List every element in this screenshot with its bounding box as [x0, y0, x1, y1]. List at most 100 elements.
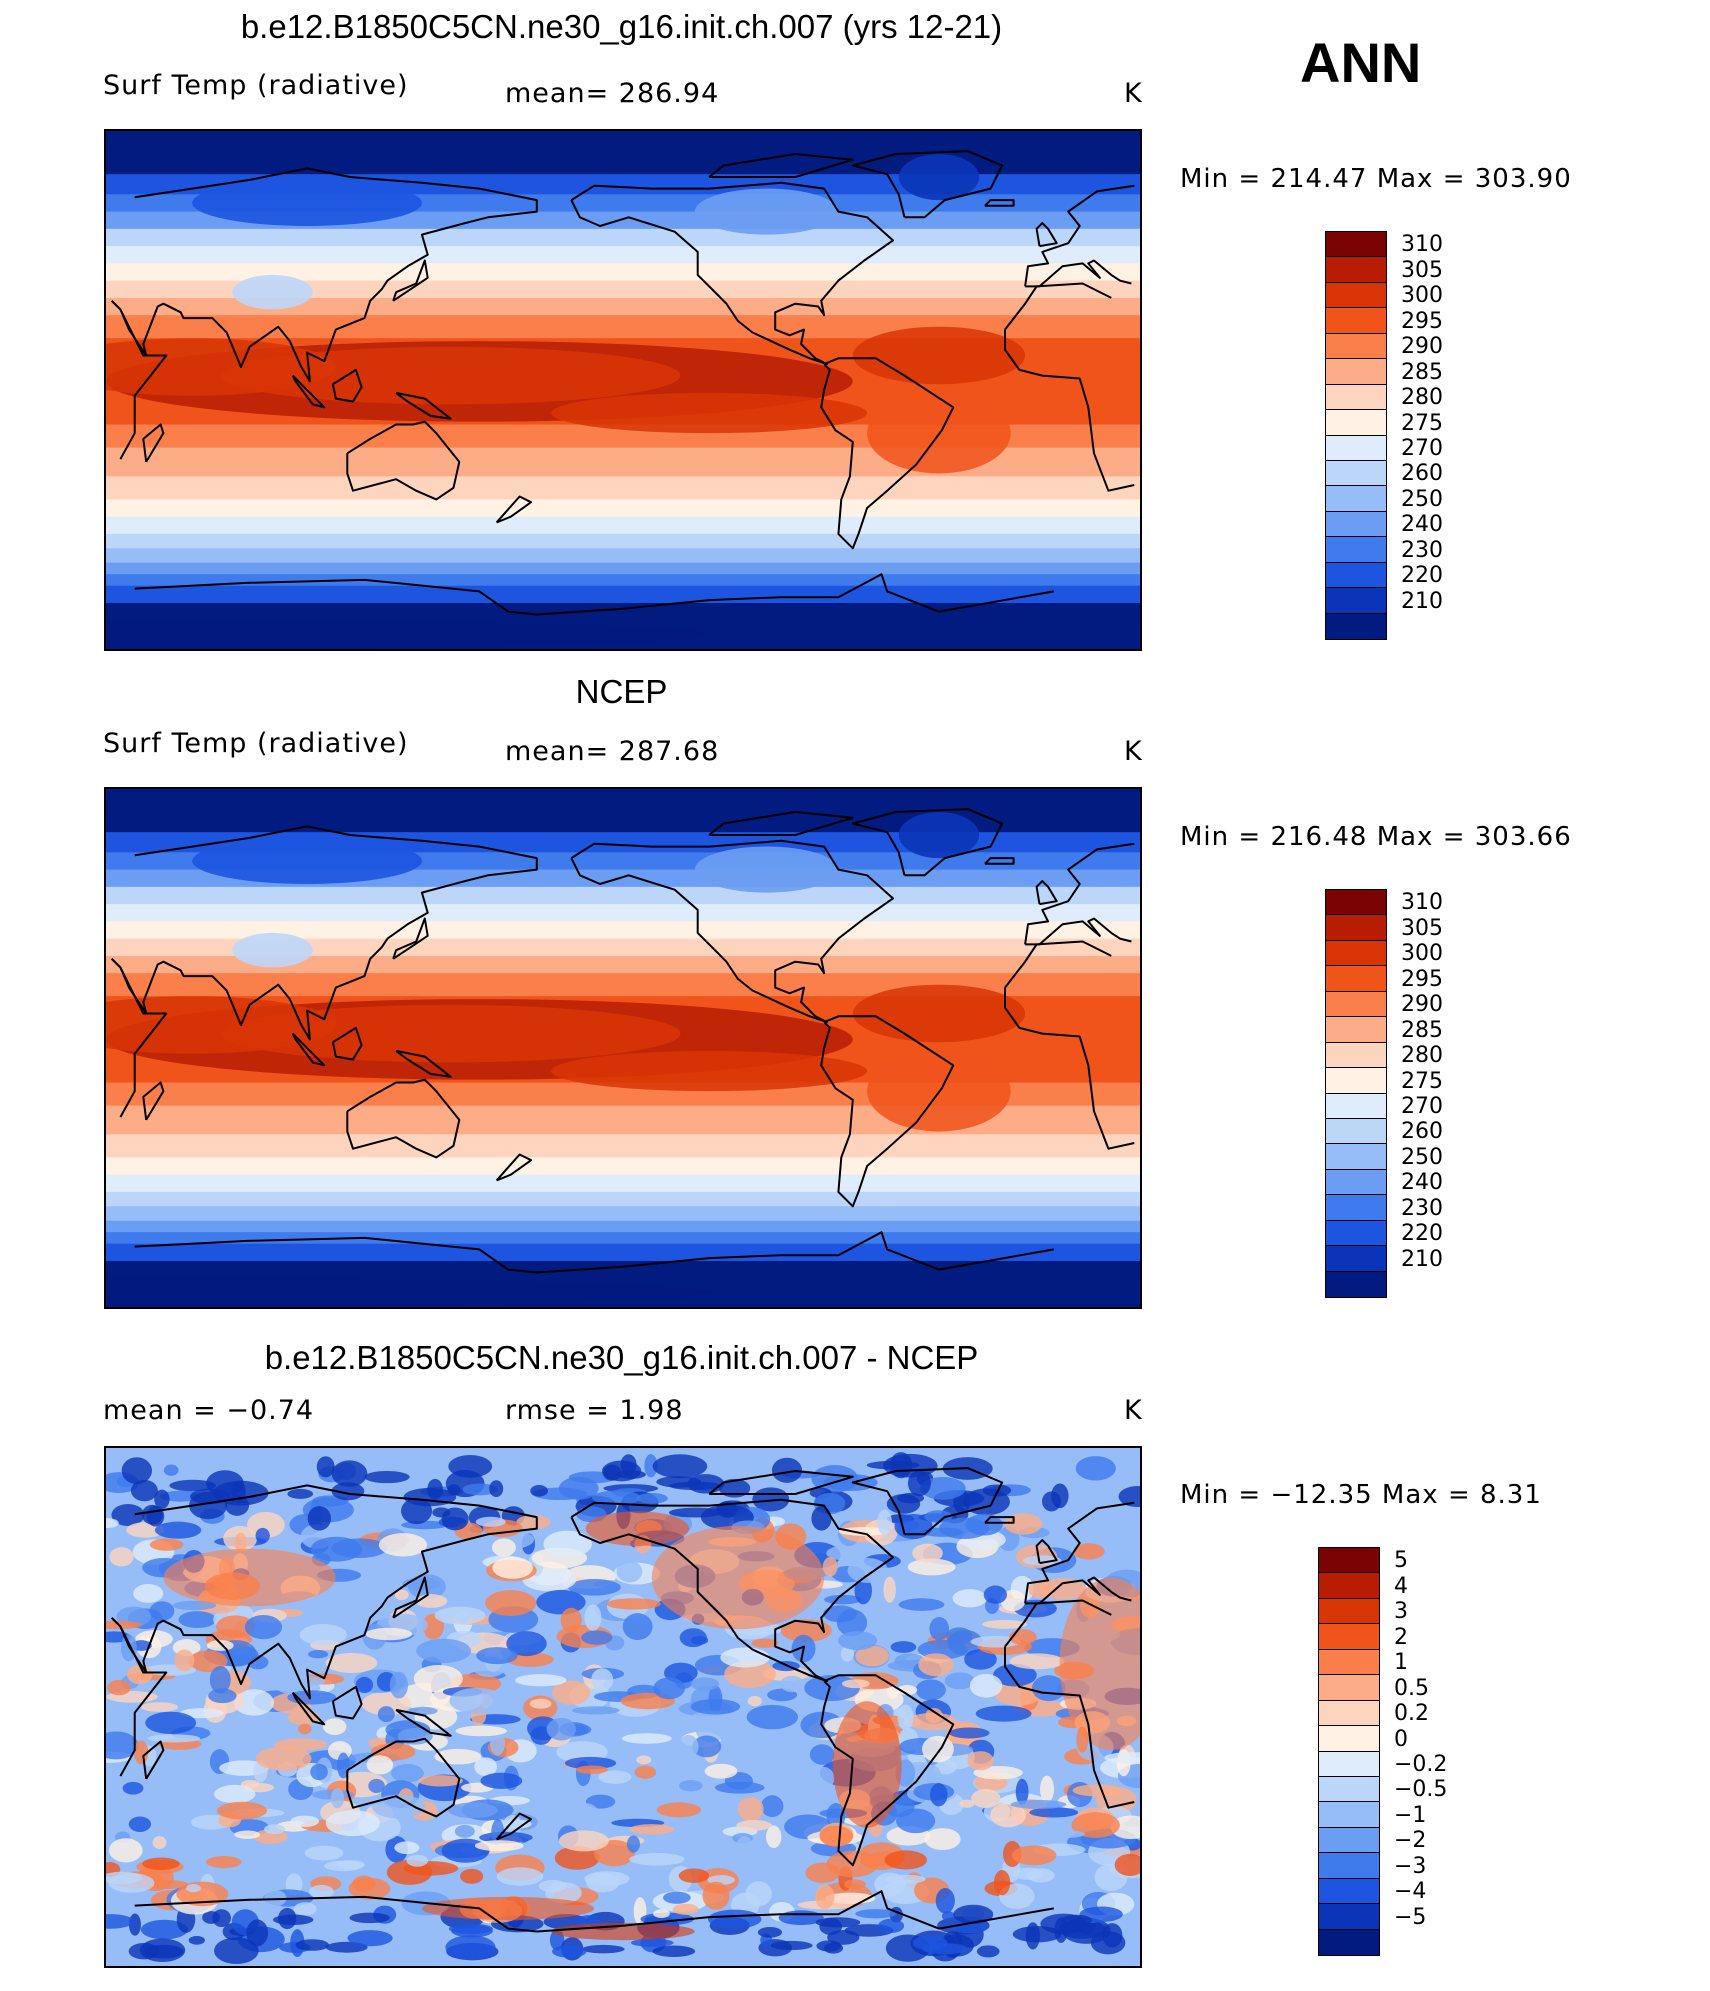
temperature-band: [106, 904, 1140, 922]
temperature-band: [106, 499, 1140, 518]
panel-3-units-label: K: [1124, 1395, 1143, 1426]
anomaly-cell: [924, 1510, 953, 1523]
anomaly-cell: [368, 1778, 385, 1794]
anomaly-cell: [293, 1902, 317, 1916]
colorbar-tick-label: 295: [1401, 308, 1443, 334]
colorbar-swatch: [1319, 1904, 1379, 1930]
anomaly-cell: [536, 1589, 586, 1615]
anomaly-cell: [316, 1456, 335, 1478]
anomaly-cell: [949, 1727, 990, 1739]
anomaly-cell: [174, 1649, 195, 1672]
anomaly-cell: [474, 1757, 497, 1777]
anomaly-cell: [990, 1802, 1027, 1828]
anomaly-cell: [629, 1852, 685, 1866]
coastline: [331, 1026, 363, 1061]
colorbar-tick-label: 295: [1401, 966, 1443, 992]
anomaly-cell: [1013, 1599, 1057, 1618]
coastline: [395, 391, 452, 420]
anomaly-cell: [106, 1518, 119, 1529]
colorbar-swatch: [1326, 486, 1386, 512]
coastline: [331, 1685, 363, 1720]
anomaly-cell: [195, 1525, 221, 1542]
anomaly-cell: [564, 1756, 617, 1770]
anomaly-cell: [704, 1763, 738, 1779]
anomaly-cell: [1118, 1486, 1140, 1508]
anomaly-cell: [815, 1652, 838, 1669]
anomaly-cell: [377, 1706, 395, 1723]
anomaly-cell: [474, 1840, 524, 1852]
coastline: [820, 357, 955, 550]
anomaly-cell: [811, 1506, 832, 1531]
anomaly-cell: [690, 1677, 719, 1691]
temperature-band: [106, 1206, 1140, 1222]
temperature-band: [106, 476, 1140, 500]
coastline: [708, 153, 854, 178]
anomaly-cell: [770, 1940, 813, 1951]
anomaly-cell: [140, 1919, 188, 1940]
warm-pool-region: [551, 392, 868, 434]
anomaly-cell: [140, 1702, 179, 1712]
anomaly-cell: [434, 1748, 482, 1765]
coastline: [291, 1032, 326, 1067]
colorbar-tick-label: 220: [1401, 563, 1443, 589]
anomaly-cell: [365, 1627, 413, 1641]
anomaly-cell: [819, 1918, 843, 1936]
anomaly-cell: [111, 1504, 145, 1526]
cold-region: [192, 837, 422, 884]
coastline: [392, 259, 429, 302]
colorbar-swatch: [1326, 588, 1386, 614]
anomaly-cell: [476, 1647, 518, 1665]
colorbar-tick-label: −5: [1394, 1904, 1427, 1930]
anomaly-cell: [146, 1505, 165, 1527]
anomaly-cell: [953, 1904, 994, 1925]
anomaly-cell: [108, 1838, 143, 1863]
anomaly-cell: [326, 1587, 369, 1615]
coastline: [392, 917, 429, 960]
coastline: [291, 1691, 326, 1726]
anomaly-cell: [622, 1613, 653, 1641]
anomaly-cell: [838, 1631, 878, 1651]
anomaly-cell: [1029, 1807, 1079, 1818]
anomaly-cell: [178, 1611, 217, 1629]
anomaly-cell: [915, 1679, 946, 1701]
anomaly-cell: [678, 1868, 710, 1883]
colorbar-swatch: [1326, 410, 1386, 436]
colorbar-tick-label: −2: [1394, 1828, 1427, 1854]
anomaly-cell: [691, 1635, 709, 1645]
anomaly-cell: [295, 1939, 329, 1951]
anomaly-cell: [663, 1891, 691, 1904]
anomaly-cell: [907, 1558, 956, 1576]
colorbar-tick-label: 250: [1401, 486, 1443, 512]
coastline: [708, 811, 854, 836]
anomaly-cell: [877, 1509, 892, 1536]
anomaly-cell: [460, 1868, 484, 1884]
anomaly-cell: [154, 1521, 202, 1539]
coastline: [570, 1498, 894, 1683]
coastline: [110, 167, 1135, 383]
anomaly-cell: [1114, 1853, 1140, 1876]
anomaly-cell: [969, 1673, 1003, 1698]
coastline: [392, 1576, 429, 1619]
anomaly-cell: [169, 1479, 216, 1492]
anomaly-cell: [516, 1514, 551, 1530]
coastline: [984, 1516, 1015, 1524]
anomaly-cell: [946, 1627, 973, 1645]
anomaly-cell: [636, 1755, 652, 1765]
anomaly-cell: [718, 1478, 751, 1498]
temperature-band: [106, 516, 1140, 535]
anomaly-cell: [360, 1580, 384, 1602]
anomaly-cell: [206, 1856, 242, 1869]
colorbar-swatch: [1326, 613, 1386, 639]
anomaly-cell: [882, 1453, 938, 1478]
anomaly-cell: [247, 1511, 285, 1538]
anomaly-cell: [568, 1579, 621, 1596]
panel-3-title: b.e12.B1850C5CN.ne30_g16.init.ch.007 - N…: [264, 1339, 979, 1376]
colorbar-tick-label: 5: [1394, 1548, 1408, 1574]
anomaly-cell: [736, 1836, 753, 1854]
colorbar-swatch: [1326, 991, 1386, 1018]
anomaly-cell: [206, 1470, 244, 1497]
anomaly-cell: [672, 1903, 699, 1915]
anomaly-cell: [307, 1506, 332, 1531]
temperature-band: [106, 280, 1140, 299]
anomaly-cell: [1096, 1786, 1137, 1814]
